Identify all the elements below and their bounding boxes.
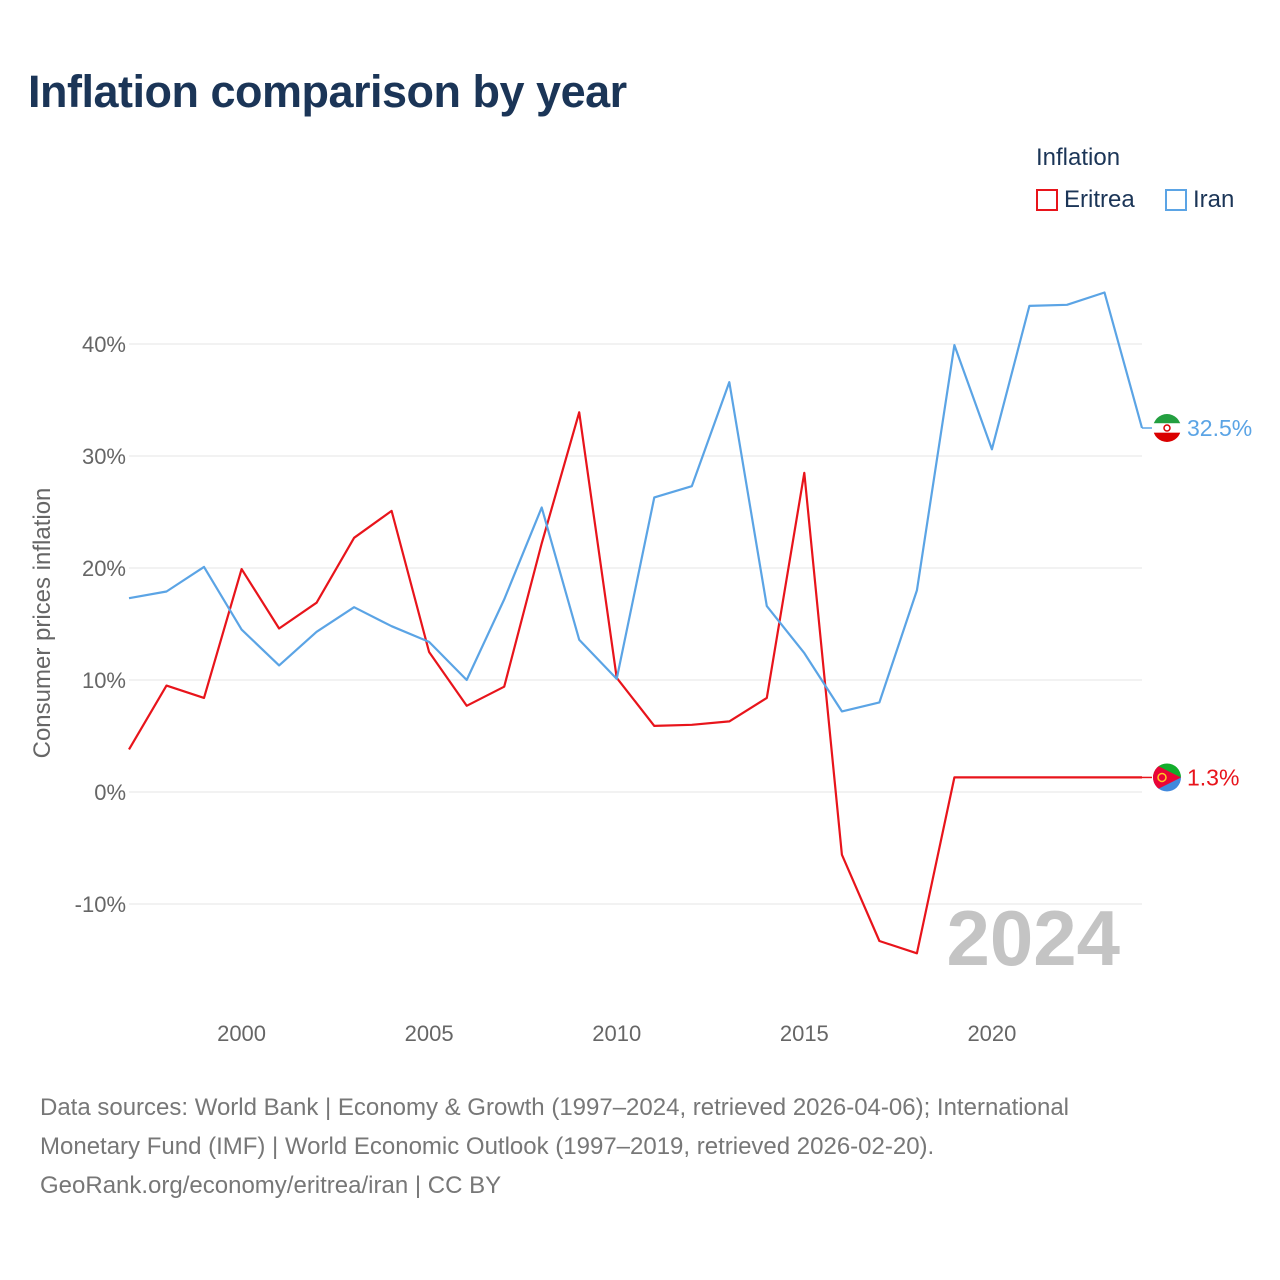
y-tick-label: 0% [94, 780, 126, 805]
gridlines [129, 343, 1142, 905]
x-axis-ticks: 2000 2005 2010 2015 2020 [217, 1021, 1016, 1046]
x-tick-label: 2015 [780, 1021, 829, 1046]
flag-iran-icon [1153, 414, 1181, 442]
year-watermark: 2024 [946, 894, 1120, 982]
sources-line-3: GeoRank.org/economy/eritrea/iran | CC BY [40, 1172, 502, 1199]
legend-item-iran[interactable]: Iran [1165, 186, 1234, 214]
y-tick-label: 20% [82, 556, 126, 581]
data-sources: Data sources: World Bank | Economy & Gro… [40, 1088, 1240, 1205]
end-label-eritrea: 1.3% [1187, 764, 1239, 790]
y-tick-label: 30% [82, 444, 126, 469]
y-tick-label: -10% [75, 892, 126, 917]
sources-line-1: Data sources: World Bank | Economy & Gro… [40, 1094, 1070, 1121]
end-label-iran: 32.5% [1187, 415, 1252, 441]
page-title: Inflation comparison by year [28, 66, 627, 117]
end-labels: 1.3% 32.5% [1142, 414, 1252, 792]
series-lines [128, 291, 1144, 955]
legend-item-eritrea[interactable]: Eritrea [1036, 186, 1135, 214]
y-tick-label: 40% [82, 332, 126, 357]
series-line-eritrea [128, 411, 1142, 955]
x-tick-label: 2020 [967, 1021, 1016, 1046]
series-line-iran [128, 291, 1144, 713]
y-axis-label: Consumer prices inflation [29, 488, 56, 759]
legend-swatch-eritrea [1036, 189, 1058, 211]
x-tick-label: 2005 [405, 1021, 454, 1046]
x-tick-label: 2000 [217, 1021, 266, 1046]
legend-title: Inflation [1036, 144, 1121, 171]
sources-line-2: Monetary Fund (IMF) | World Economic Out… [40, 1133, 935, 1160]
legend-label-eritrea: Eritrea [1064, 186, 1135, 213]
legend-swatch-iran [1165, 189, 1187, 211]
y-tick-label: 10% [82, 668, 126, 693]
x-tick-label: 2010 [592, 1021, 641, 1046]
legend-label-iran: Iran [1193, 186, 1235, 213]
flag-eritrea-icon [1153, 763, 1181, 792]
line-chart: -10%0%10%20%30%40% 2000 2005 2010 2015 2020 … [29, 291, 1252, 1046]
y-axis-ticks: -10% 0% 10% 20% 30% 40% [75, 332, 126, 917]
